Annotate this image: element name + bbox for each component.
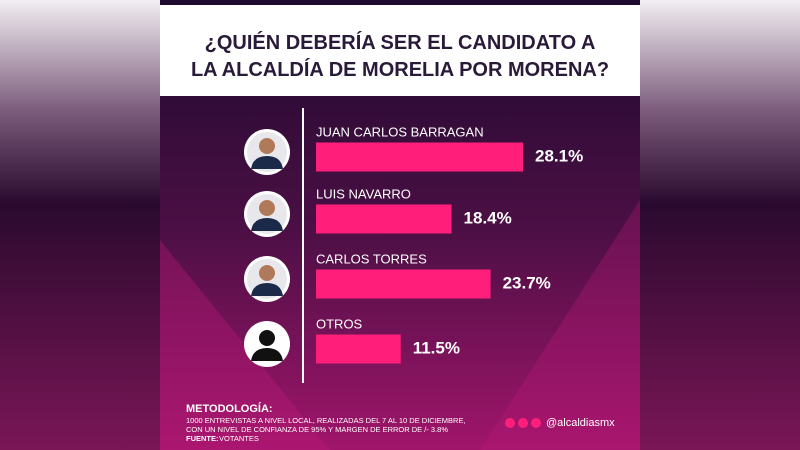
dot <box>505 418 515 428</box>
bar <box>316 269 491 299</box>
methodology-line: 1000 ENTREVISTAS A NIVEL LOCAL, REALIZAD… <box>186 416 466 425</box>
chart-title: ¿QUIÉN DEBERÍA SER EL CANDIDATO A LA ALC… <box>190 32 610 81</box>
source: VOTANTES <box>219 434 259 443</box>
avatar-body <box>251 218 283 231</box>
category-label: OTROS <box>316 316 363 331</box>
value-label: 23.7% <box>503 273 551 292</box>
source-label: FUENTE: <box>186 434 219 443</box>
avatar-body <box>251 156 283 169</box>
methodology-heading: METODOLOGÍA: <box>186 402 273 415</box>
decor <box>480 200 640 450</box>
dot <box>518 418 528 428</box>
avatar-head <box>259 330 275 346</box>
bar <box>316 204 452 234</box>
value-label: 11.5% <box>413 338 460 357</box>
avatar-head <box>259 265 275 281</box>
methodology-line: CON UN NIVEL DE CONFIANZA DE 95% Y MARGE… <box>186 425 448 434</box>
handle: @alcaldiasmx <box>546 417 615 429</box>
title-background <box>160 0 640 96</box>
bar <box>316 334 401 364</box>
avatar-head <box>259 200 275 216</box>
category-label: JUAN CARLOS BARRAGAN <box>316 124 484 139</box>
bar <box>316 142 523 172</box>
avatar-body <box>251 348 283 361</box>
top-strip <box>160 0 640 5</box>
category-label: LUIS NAVARRO <box>316 186 411 201</box>
value-label: 28.1% <box>535 146 583 165</box>
dot <box>531 418 541 428</box>
avatars <box>244 129 290 367</box>
value-label: 18.4% <box>464 208 512 227</box>
avatar-head <box>259 138 275 154</box>
avatar-body <box>251 283 283 296</box>
category-label: CARLOS TORRES <box>316 251 427 266</box>
